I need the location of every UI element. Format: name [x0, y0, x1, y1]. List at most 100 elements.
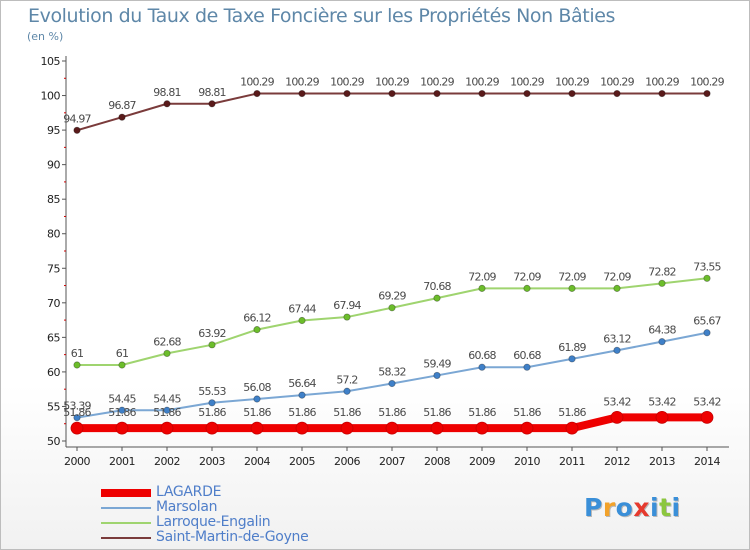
data-point: [73, 126, 81, 134]
data-point: [658, 279, 666, 287]
data-label: 51.86: [153, 406, 181, 419]
x-tick-label: 2007: [379, 455, 405, 468]
data-label: 100.29: [645, 76, 679, 89]
y-tick-label: 100: [41, 90, 61, 103]
data-label: 64.38: [648, 324, 676, 337]
data-point: [433, 371, 441, 380]
data-point: [388, 379, 396, 388]
data-point: [115, 421, 129, 435]
data-point: [475, 421, 489, 435]
data-label: 51.86: [198, 406, 226, 419]
data-point: [253, 395, 261, 403]
data-label: 100.29: [690, 76, 724, 89]
data-label: 70.68: [423, 280, 451, 293]
data-label: 67.94: [333, 299, 361, 312]
data-label: 66.12: [243, 312, 271, 325]
data-point: [118, 406, 126, 414]
data-label: 100.29: [240, 76, 274, 89]
data-label: 63.92: [198, 327, 226, 340]
y-tick-label: 50: [47, 435, 60, 448]
data-label: 100.29: [555, 76, 589, 89]
data-label: 59.49: [423, 357, 451, 370]
y-tick-label: 70: [47, 297, 60, 310]
data-label: 53.42: [693, 395, 721, 408]
data-label: 100.29: [600, 76, 634, 89]
logo-letter: r: [602, 493, 616, 522]
data-point: [610, 410, 624, 424]
data-label: 56.08: [243, 381, 271, 394]
data-point: [703, 329, 711, 337]
data-point: [163, 349, 171, 357]
data-label: 56.64: [288, 377, 316, 390]
data-point: [343, 89, 351, 98]
x-tick-label: 2011: [559, 455, 585, 468]
data-label: 63.12: [603, 332, 631, 345]
data-point: [298, 89, 306, 98]
data-point: [520, 421, 534, 435]
x-tick-label: 2014: [694, 455, 720, 468]
data-label: 51.86: [468, 406, 496, 419]
data-point: [565, 421, 579, 435]
data-label: 62.68: [153, 335, 181, 348]
data-label: 55.53: [198, 385, 226, 398]
data-point: [703, 89, 711, 98]
data-point: [568, 89, 576, 98]
chart-title: Evolution du Taux de Taxe Foncière sur l…: [28, 5, 616, 27]
data-point: [523, 284, 531, 292]
data-label: 72.09: [468, 270, 496, 283]
data-point: [70, 421, 84, 435]
data-point: [163, 406, 171, 414]
x-tick-label: 2003: [199, 455, 225, 468]
proxiti-logo[interactable]: Proxiti: [584, 493, 681, 522]
legend-label: Saint-Martin-de-Goyne: [156, 529, 309, 545]
data-point: [208, 100, 216, 108]
y-tick-label: 80: [47, 228, 60, 241]
data-label: 51.86: [513, 406, 541, 419]
data-label: 100.29: [285, 76, 319, 89]
data-label: 51.86: [63, 406, 91, 419]
x-tick-label: 2004: [244, 455, 270, 468]
data-label: 58.32: [378, 366, 406, 379]
data-label: 100.29: [375, 76, 409, 89]
data-label: 51.86: [243, 406, 271, 419]
data-label: 69.29: [378, 290, 406, 303]
data-label: 51.86: [378, 406, 406, 419]
data-label: 51.86: [288, 406, 316, 419]
data-point: [388, 89, 396, 98]
data-label: 73.55: [693, 260, 721, 273]
data-label: 61.89: [558, 341, 586, 354]
data-point: [118, 361, 126, 369]
data-label: 60.68: [513, 349, 541, 362]
data-point: [703, 274, 711, 282]
data-point: [700, 410, 714, 424]
data-label: 51.86: [423, 406, 451, 419]
data-point: [160, 421, 174, 435]
y-tick-label: 90: [47, 159, 60, 172]
data-point: [478, 284, 486, 292]
data-point: [208, 399, 216, 407]
data-point: [658, 89, 666, 98]
data-label: 100.29: [330, 76, 364, 89]
x-tick-label: 2002: [154, 455, 180, 468]
y-tick-label: 105: [41, 55, 61, 68]
x-tick-label: 2005: [289, 455, 315, 468]
logo-letter: P: [584, 493, 603, 522]
data-label: 94.97: [63, 112, 91, 125]
data-point: [478, 89, 486, 98]
unit-label: (en %): [27, 30, 64, 43]
data-label: 98.81: [198, 86, 226, 99]
legend-label: LAGARDE: [156, 484, 222, 500]
data-point: [205, 421, 219, 435]
legend-label: Marsolan: [156, 499, 218, 515]
legend-swatch: [101, 522, 151, 524]
x-tick-label: 2001: [109, 455, 135, 468]
data-label: 100.29: [510, 76, 544, 89]
data-label: 67.44: [288, 303, 316, 316]
y-tick-label: 85: [47, 193, 60, 206]
data-point: [613, 346, 621, 354]
x-tick-label: 2009: [469, 455, 495, 468]
data-point: [433, 294, 441, 302]
data-label: 51.86: [108, 406, 136, 419]
data-point: [340, 421, 354, 435]
data-label: 72.09: [513, 270, 541, 283]
